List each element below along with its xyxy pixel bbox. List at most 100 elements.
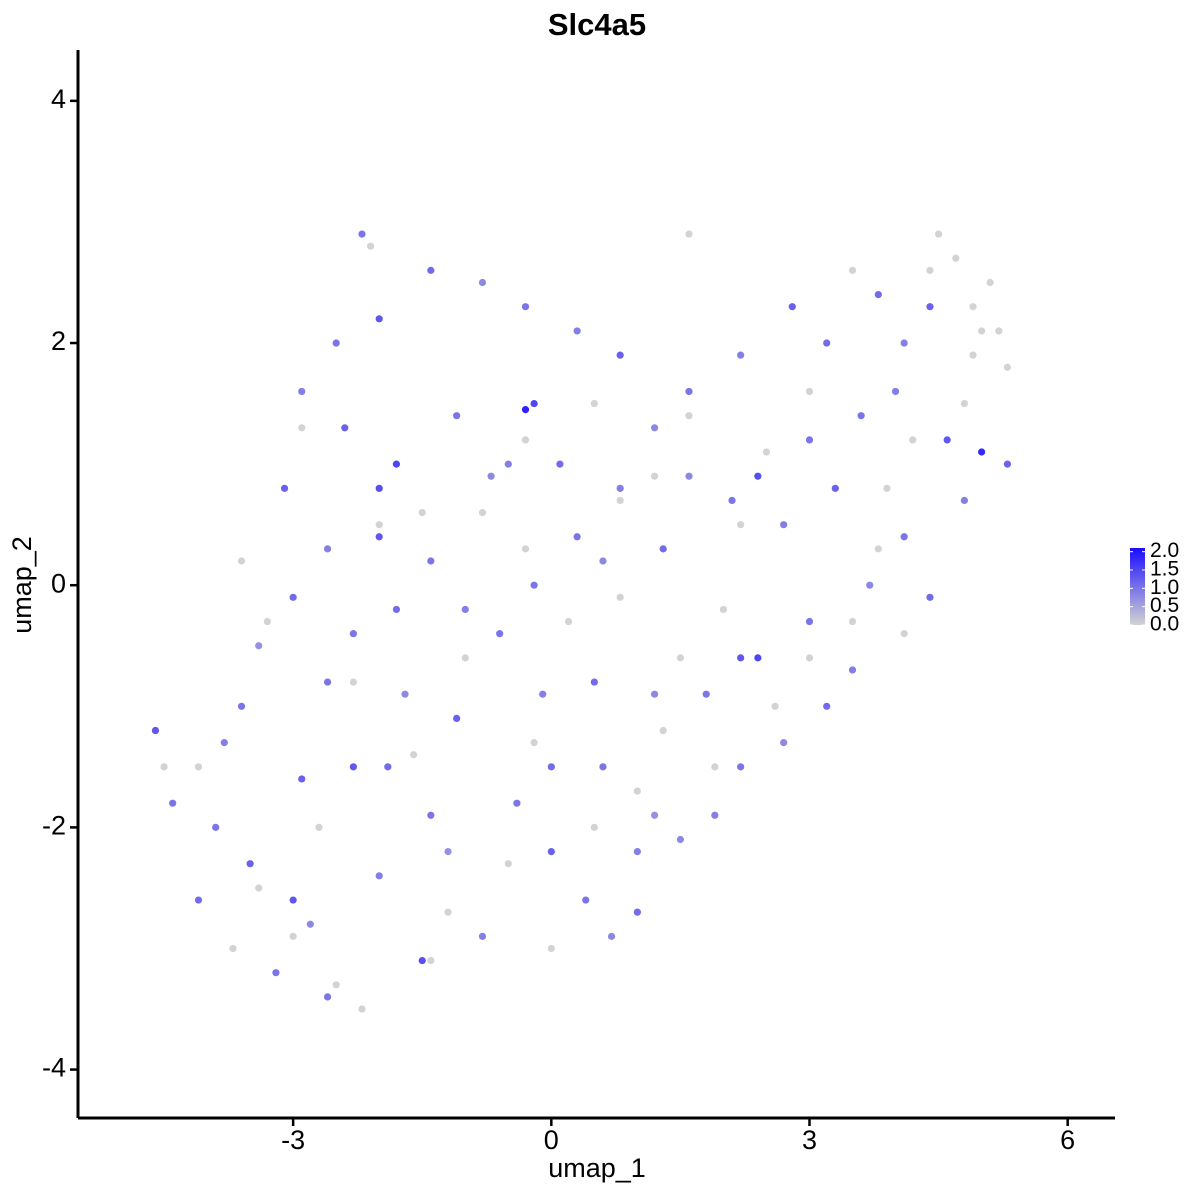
point	[521, 303, 530, 311]
point	[255, 642, 263, 650]
point	[323, 993, 332, 1001]
point	[151, 726, 160, 735]
point	[960, 496, 968, 505]
colorbar-tick-label: 1.0	[1150, 576, 1179, 599]
point	[891, 387, 900, 396]
point	[866, 581, 874, 589]
point	[444, 848, 452, 856]
point	[375, 484, 383, 492]
point	[995, 327, 1003, 335]
point	[289, 932, 297, 940]
point	[358, 1005, 366, 1013]
point	[573, 533, 581, 541]
point	[883, 484, 891, 492]
point	[229, 944, 237, 953]
point	[418, 508, 426, 517]
point	[349, 763, 357, 771]
point	[676, 835, 685, 844]
point	[323, 545, 332, 553]
point	[926, 593, 934, 601]
point	[513, 799, 521, 807]
point	[650, 811, 659, 819]
point	[375, 533, 383, 541]
point	[547, 944, 555, 953]
point	[616, 351, 624, 359]
point	[857, 412, 865, 420]
point	[539, 690, 547, 698]
point	[521, 436, 530, 444]
point	[719, 605, 728, 614]
colorbar	[1130, 548, 1145, 625]
point	[659, 545, 667, 553]
point	[616, 484, 624, 492]
point	[323, 678, 332, 686]
point	[280, 484, 289, 492]
point	[212, 823, 220, 831]
point	[444, 908, 452, 916]
point	[332, 981, 340, 989]
point	[401, 690, 409, 698]
point	[453, 714, 461, 723]
colorbar-tick-label: 0.5	[1150, 594, 1179, 617]
point	[737, 521, 745, 529]
point	[564, 617, 573, 626]
point	[711, 763, 719, 771]
point	[616, 496, 624, 505]
point	[590, 399, 598, 408]
point	[306, 920, 314, 928]
point	[573, 327, 581, 335]
point	[496, 630, 504, 638]
point	[478, 508, 487, 517]
y-tick-label: 0	[51, 568, 66, 598]
point	[616, 593, 624, 601]
point	[349, 678, 357, 686]
point	[754, 472, 762, 480]
point	[375, 315, 383, 323]
y-tick-label: 4	[51, 84, 66, 114]
point	[926, 303, 934, 311]
point	[1003, 363, 1012, 371]
point	[607, 932, 616, 940]
point	[547, 763, 555, 771]
point	[547, 848, 555, 856]
point	[685, 387, 693, 396]
point	[805, 654, 814, 662]
y-axis-label: umap_2	[7, 536, 37, 634]
point	[969, 351, 977, 359]
y-tick-label: -2	[42, 811, 66, 841]
point	[521, 545, 530, 553]
point	[934, 230, 943, 238]
point	[1003, 460, 1012, 468]
point	[237, 702, 246, 710]
point	[289, 593, 297, 601]
point	[237, 557, 246, 565]
point	[909, 436, 917, 444]
point	[754, 654, 762, 662]
point	[771, 702, 779, 710]
point	[194, 896, 203, 904]
point	[650, 690, 659, 698]
point	[633, 908, 641, 916]
point	[737, 351, 745, 359]
x-tick-label: -3	[281, 1125, 305, 1155]
point	[478, 932, 487, 940]
point	[315, 823, 323, 831]
point	[650, 472, 659, 480]
point	[780, 739, 788, 747]
point	[650, 424, 659, 432]
point	[375, 521, 383, 529]
y-tick-label: -4	[42, 1053, 66, 1083]
point	[392, 605, 401, 614]
point	[685, 412, 693, 420]
point	[487, 472, 495, 480]
point	[633, 848, 641, 856]
point	[427, 557, 435, 565]
point	[848, 666, 857, 674]
point	[427, 811, 435, 819]
point	[900, 533, 908, 541]
point	[762, 448, 771, 456]
point	[332, 339, 340, 347]
point	[289, 896, 297, 904]
point	[960, 399, 968, 408]
